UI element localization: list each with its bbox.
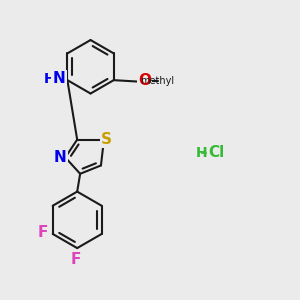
Text: N: N xyxy=(53,71,65,86)
Text: O: O xyxy=(138,73,151,88)
Text: H: H xyxy=(196,146,208,160)
Text: F: F xyxy=(70,252,81,267)
Text: F: F xyxy=(37,225,47,240)
Text: Cl: Cl xyxy=(208,146,224,160)
Text: N: N xyxy=(54,150,66,165)
Text: S: S xyxy=(101,131,112,146)
Text: methyl: methyl xyxy=(140,76,175,86)
Text: H: H xyxy=(44,72,56,86)
